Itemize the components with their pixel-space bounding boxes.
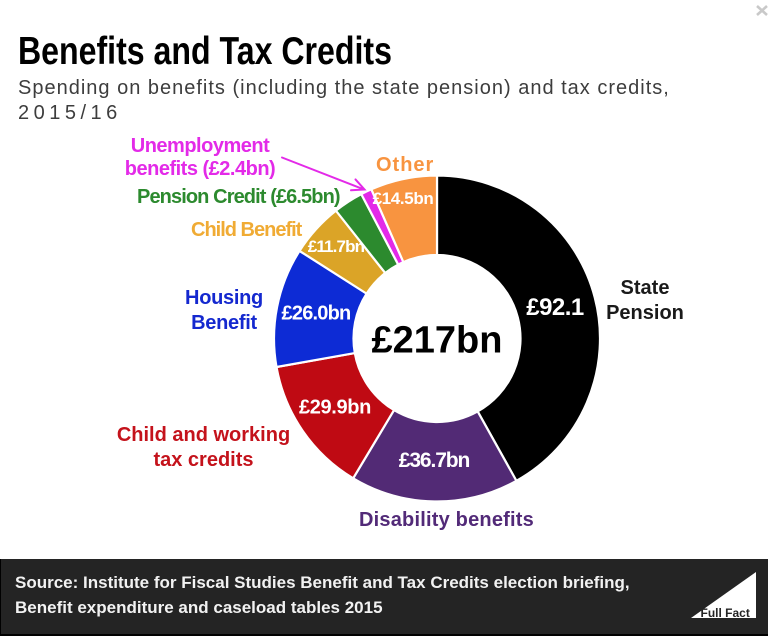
svg-text:Full Fact: Full Fact <box>701 606 750 620</box>
